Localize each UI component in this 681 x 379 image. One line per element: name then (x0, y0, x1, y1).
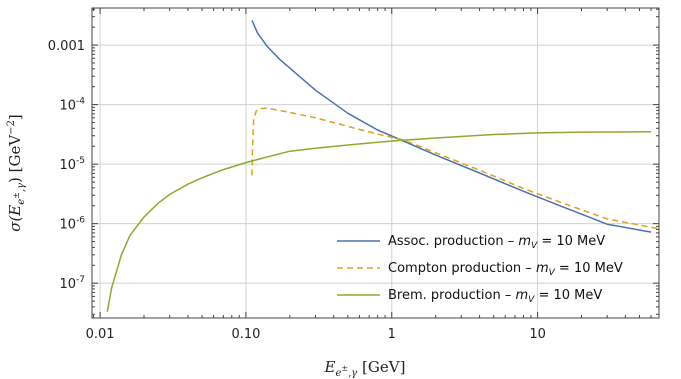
series-line-compton-production (251, 107, 660, 230)
plot-frame (91, 7, 660, 319)
legend-label: Assoc. production – mV = 10 MeV (388, 234, 605, 251)
grid-lines (92, 8, 659, 318)
y-tick-label: 10-6 (59, 216, 85, 233)
x-tick-label: 0.10 (231, 327, 260, 342)
series-layer (106, 20, 660, 312)
series-line-brem-production (106, 131, 652, 312)
y-axis-label: σ(Ee±,γ) [GeV−2] (6, 114, 27, 232)
legend-label: Brem. production – mV = 10 MeV (388, 288, 602, 305)
y-tick-label: 10-4 (59, 97, 85, 114)
legend-item-2: Compton production – mV = 10 MeV (337, 261, 623, 278)
x-tick-label: 10 (529, 327, 546, 342)
x-axis-label: Ee±,γ [GeV] (324, 358, 406, 379)
legend-item-1: Assoc. production – mV = 10 MeV (337, 234, 605, 251)
y-tick-label: 0.001 (48, 39, 85, 54)
series-line-assoc-production (251, 20, 652, 233)
y-tick-label: 10-5 (59, 156, 85, 173)
y-tick-label: 10-7 (59, 275, 85, 292)
x-tick-label: 0.01 (86, 327, 115, 342)
x-tick-label: 1 (388, 327, 396, 342)
legend: Assoc. production – mV = 10 MeV Compton p… (337, 234, 623, 305)
legend-label: Compton production – mV = 10 MeV (388, 261, 623, 278)
legend-item-3: Brem. production – mV = 10 MeV (337, 288, 602, 305)
axis-ticks: 0.01 0.10 1 10 0.001 10-4 10-5 10-6 10-7 (48, 8, 659, 342)
